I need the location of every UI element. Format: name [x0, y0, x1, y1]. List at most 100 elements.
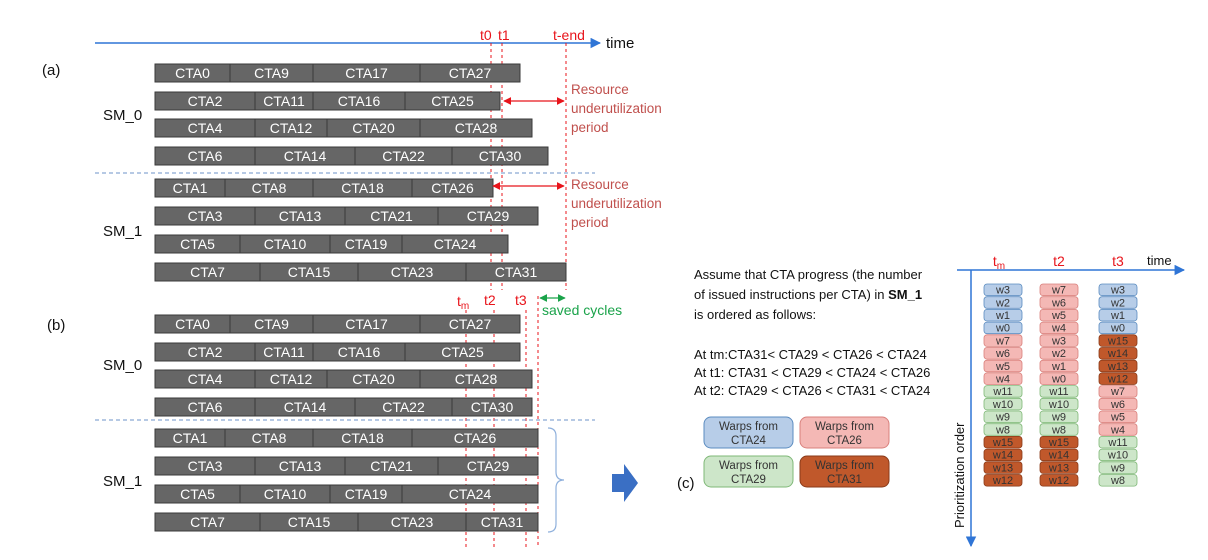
panel-a: time t0 t1 t-end (a) SM_0 SM_1 CTA0 CTA9 C…	[42, 27, 662, 290]
cta-label-cta22: CTA22	[382, 399, 425, 415]
cta-label-cta25: CTA25	[441, 344, 484, 360]
a-sm0-row-0: CTA0 CTA9 CTA17 CTA27	[154, 63, 521, 83]
panel-b: (b) tm t2 t3 saved cycles SM_0 SM_1 CTA0…	[47, 292, 622, 548]
warp-column-header: t2	[1053, 253, 1065, 269]
svg-text:Warps from: Warps from	[719, 460, 778, 472]
warp-label: w14	[992, 450, 1013, 462]
warp-cell-w12	[983, 474, 1023, 487]
time-axis-c-label: time	[1147, 253, 1172, 268]
cta-label-cta9: CTA9	[254, 65, 289, 81]
cta-label-cta12: CTA12	[270, 120, 313, 136]
cta-label-cta14: CTA14	[284, 399, 327, 415]
warp-columns: tmw3w2w1w0w7w6w5w4w11w10w9w8w15w14w13w12…	[983, 253, 1138, 487]
warp-cell-w0	[1098, 321, 1138, 335]
warp-label: w10	[1048, 399, 1069, 411]
warp-label: w1	[995, 310, 1010, 322]
cta-block-cta27	[419, 314, 521, 334]
warp-cell-w7	[1039, 283, 1079, 297]
cta-block-cta30	[451, 397, 533, 417]
warp-label: w6	[1110, 399, 1125, 411]
a-sm0-row-3: CTA6 CTA14 CTA22 CTA30	[154, 146, 549, 166]
cta-label-cta18: CTA18	[341, 430, 384, 446]
svg-text:Warps from: Warps from	[815, 460, 874, 472]
cta-label-cta0: CTA0	[175, 316, 210, 332]
sm1-label-a: SM_1	[103, 223, 142, 240]
warp-label: w9	[1110, 462, 1125, 474]
cta-label-cta18: CTA18	[341, 180, 384, 196]
warp-label: w2	[1051, 348, 1066, 360]
warp-cell-w5	[1039, 308, 1079, 322]
warp-cell-w13	[983, 461, 1023, 474]
warp-label: w8	[995, 424, 1010, 436]
cta-label-cta16: CTA16	[338, 344, 381, 360]
warp-cell-w7	[1098, 385, 1138, 398]
warp-label: w11	[1048, 386, 1068, 398]
legend-item-cta31: Warps from CTA31	[799, 455, 890, 488]
warp-cell-w1	[1098, 308, 1138, 322]
cta-label-cta12: CTA12	[270, 371, 313, 387]
b-sm0-row-3: CTA6 CTA14 CTA22 CTA30	[154, 397, 533, 417]
warp-label: w7	[1051, 285, 1066, 297]
resource-note-sm0: Resource underutilization period	[571, 82, 662, 135]
cta-block-cta28	[419, 369, 533, 389]
cta-label-cta15: CTA15	[288, 514, 331, 530]
svg-text:underutilization: underutilization	[571, 196, 662, 211]
warp-cell-w10	[1039, 397, 1079, 411]
cta-label-cta6: CTA6	[188, 399, 223, 415]
warp-cell-w8	[1039, 423, 1079, 436]
warp-label: w0	[1051, 374, 1066, 386]
cta-label-cta15: CTA15	[288, 264, 331, 280]
svg-text:Warps from: Warps from	[815, 421, 874, 433]
warp-cell-w0	[1039, 372, 1079, 385]
warp-cell-w4	[983, 372, 1023, 385]
time-axis-label: time	[606, 35, 634, 52]
t1-label: t1	[498, 27, 510, 43]
cta-label-cta30: CTA30	[471, 399, 514, 415]
warp-cell-w10	[983, 397, 1023, 411]
cta-label-cta22: CTA22	[382, 148, 425, 164]
warp-cell-w13	[1039, 461, 1079, 474]
warp-label: w9	[995, 412, 1010, 424]
sm1-label-b: SM_1	[103, 473, 142, 490]
warp-cell-w12	[1098, 372, 1138, 385]
warp-cell-w2	[983, 296, 1023, 309]
warp-label: w5	[1110, 412, 1125, 424]
b-sm1-row-3: CTA7 CTA15 CTA23 CTA31	[154, 512, 539, 532]
cta-label-cta13: CTA13	[279, 458, 322, 474]
cta-label-cta24: CTA24	[434, 236, 477, 252]
svg-text:Warps from: Warps from	[719, 421, 778, 433]
warp-label: w12	[1048, 475, 1069, 487]
warp-label: w4	[1051, 323, 1066, 335]
cta-label-cta8: CTA8	[252, 430, 287, 446]
warp-label: w15	[1048, 437, 1069, 449]
svg-text:is ordered as follows:: is ordered as follows:	[694, 307, 816, 322]
b-sm1-row-2: CTA5 CTA10 CTA19 CTA24	[154, 484, 539, 504]
cta-label-cta9: CTA9	[254, 316, 289, 332]
cta-label-cta10: CTA10	[264, 236, 307, 252]
b-sm1-row-0: CTA1 CTA8 CTA18 CTA26	[154, 428, 539, 448]
cta-label-cta21: CTA21	[370, 208, 413, 224]
a-sm1-row-1: CTA3 CTA13 CTA21 CTA29	[154, 206, 539, 226]
panel-c: (c) Assume that CTA progress (the number…	[677, 253, 1186, 548]
cta-block-cta29	[437, 206, 539, 226]
warp-cell-w10	[1098, 448, 1138, 462]
cta-label-cta4: CTA4	[188, 120, 223, 136]
cta-label-cta6: CTA6	[188, 148, 223, 164]
cta-label-cta7: CTA7	[190, 264, 225, 280]
cta-label-cta29: CTA29	[467, 208, 510, 224]
warp-label: w3	[1051, 335, 1066, 347]
warp-label: w2	[995, 297, 1010, 309]
svg-text:At t2: CTA29 < CTA26 < CTA31: At t2: CTA29 < CTA26 < CTA31 < CTA24	[694, 383, 930, 398]
warp-cell-w15	[983, 435, 1023, 449]
cta-block-cta24	[401, 234, 509, 254]
svg-text:period: period	[571, 120, 609, 135]
cta-label-cta11: CTA11	[263, 344, 305, 360]
warp-label: w4	[1110, 424, 1125, 436]
warp-cell-w3	[1098, 283, 1138, 297]
warp-label: w13	[992, 462, 1013, 474]
cta-label-cta31: CTA31	[495, 264, 538, 280]
